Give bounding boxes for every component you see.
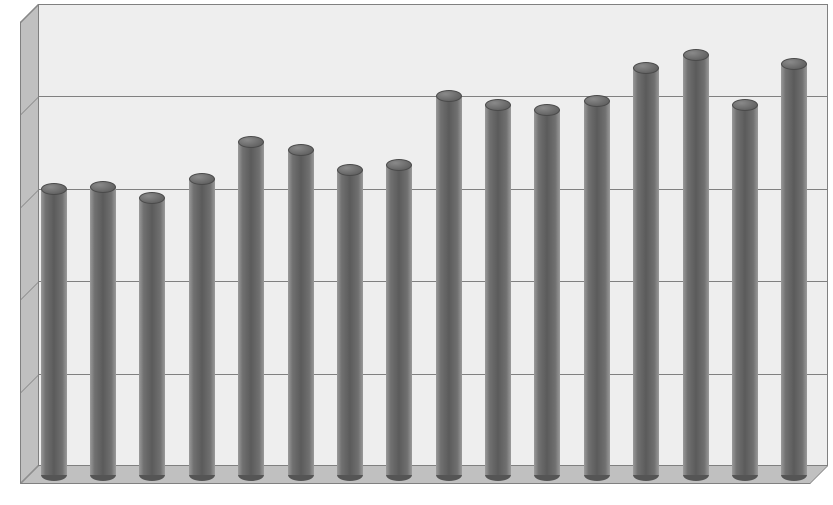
- bar: [485, 105, 511, 475]
- bar: [683, 55, 709, 475]
- chart-stage: [0, 0, 833, 505]
- bar: [781, 64, 807, 475]
- bar: [41, 189, 67, 475]
- bar: [238, 142, 264, 475]
- bar: [584, 101, 610, 475]
- bar: [337, 170, 363, 475]
- bar: [732, 105, 758, 475]
- bar: [90, 187, 116, 475]
- bar: [189, 179, 215, 475]
- bar: [288, 150, 314, 475]
- bar: [386, 165, 412, 475]
- bar: [436, 96, 462, 475]
- bar: [534, 110, 560, 475]
- chart-bars: [0, 0, 833, 505]
- bar: [139, 198, 165, 475]
- bar: [633, 68, 659, 475]
